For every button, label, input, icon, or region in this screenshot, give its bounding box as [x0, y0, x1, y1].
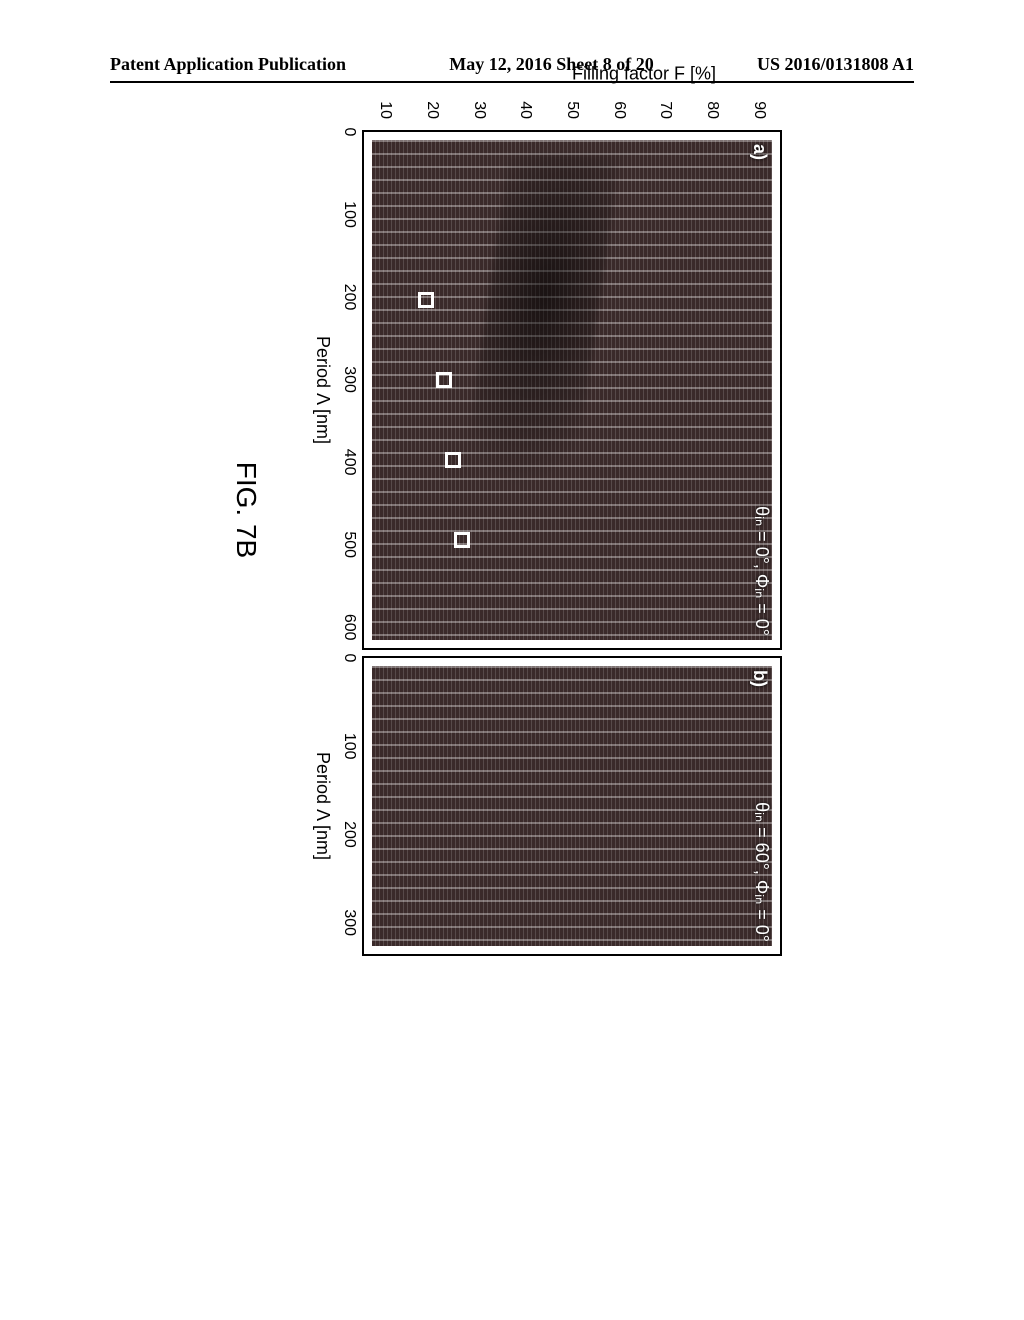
x-tick: 500	[340, 531, 358, 558]
y-axis: Filling factor F [%] 102030405060708090	[362, 70, 782, 125]
x-tick: 400	[340, 449, 358, 476]
y-tick: 60	[610, 101, 628, 119]
heatmap-b	[372, 666, 772, 946]
x-tick: 200	[340, 821, 358, 848]
y-tick: 40	[516, 101, 534, 119]
x-tick: 300	[340, 909, 358, 936]
figure-caption: FIG. 7B	[230, 462, 262, 558]
panel-b-id: b)	[749, 670, 770, 687]
x-axis-b-label: Period Λ [nm]	[312, 752, 333, 860]
marker-square	[436, 372, 452, 388]
y-tick: 50	[563, 101, 581, 119]
x-tick: 100	[340, 733, 358, 760]
y-tick: 80	[703, 101, 721, 119]
figure-7b: Filling factor F [%] 102030405060708090 …	[162, 10, 862, 1010]
heatmap-b-stripes	[372, 666, 772, 946]
panel-a-angles: θᵢₙ = 0°, Φᵢₙ = 0°	[751, 506, 772, 636]
x-tick: 0	[340, 654, 358, 663]
marker-square	[445, 452, 461, 468]
x-axis-a-label: Period Λ [nm]	[312, 336, 333, 444]
y-tick: 30	[470, 101, 488, 119]
x-tick: 100	[340, 201, 358, 228]
y-tick: 10	[376, 101, 394, 119]
x-tick: 0	[340, 128, 358, 137]
x-axis-a: Period Λ [nm] 0100200300400500600	[312, 132, 362, 648]
y-axis-label: Filling factor F [%]	[572, 64, 716, 85]
x-axis-b: Period Λ [nm] 0100200300	[312, 658, 362, 954]
panel-group: a) θᵢₙ = 0°, Φᵢₙ = 0° Period Λ [nm] 0100…	[362, 130, 782, 956]
panel-b: b) θᵢₙ = 60°, Φᵢₙ = 0° Period Λ [nm] 010…	[362, 656, 782, 956]
y-tick: 70	[656, 101, 674, 119]
marker-square	[418, 292, 434, 308]
heatmap-a	[372, 140, 772, 640]
x-tick: 600	[340, 614, 358, 641]
y-tick: 90	[750, 101, 768, 119]
panel-a-id: a)	[749, 144, 770, 160]
x-tick: 300	[340, 366, 358, 393]
y-tick: 20	[423, 101, 441, 119]
x-tick: 200	[340, 284, 358, 311]
marker-square	[454, 532, 470, 548]
panel-b-angles: θᵢₙ = 60°, Φᵢₙ = 0°	[751, 802, 772, 942]
panel-a: a) θᵢₙ = 0°, Φᵢₙ = 0° Period Λ [nm] 0100…	[362, 130, 782, 650]
